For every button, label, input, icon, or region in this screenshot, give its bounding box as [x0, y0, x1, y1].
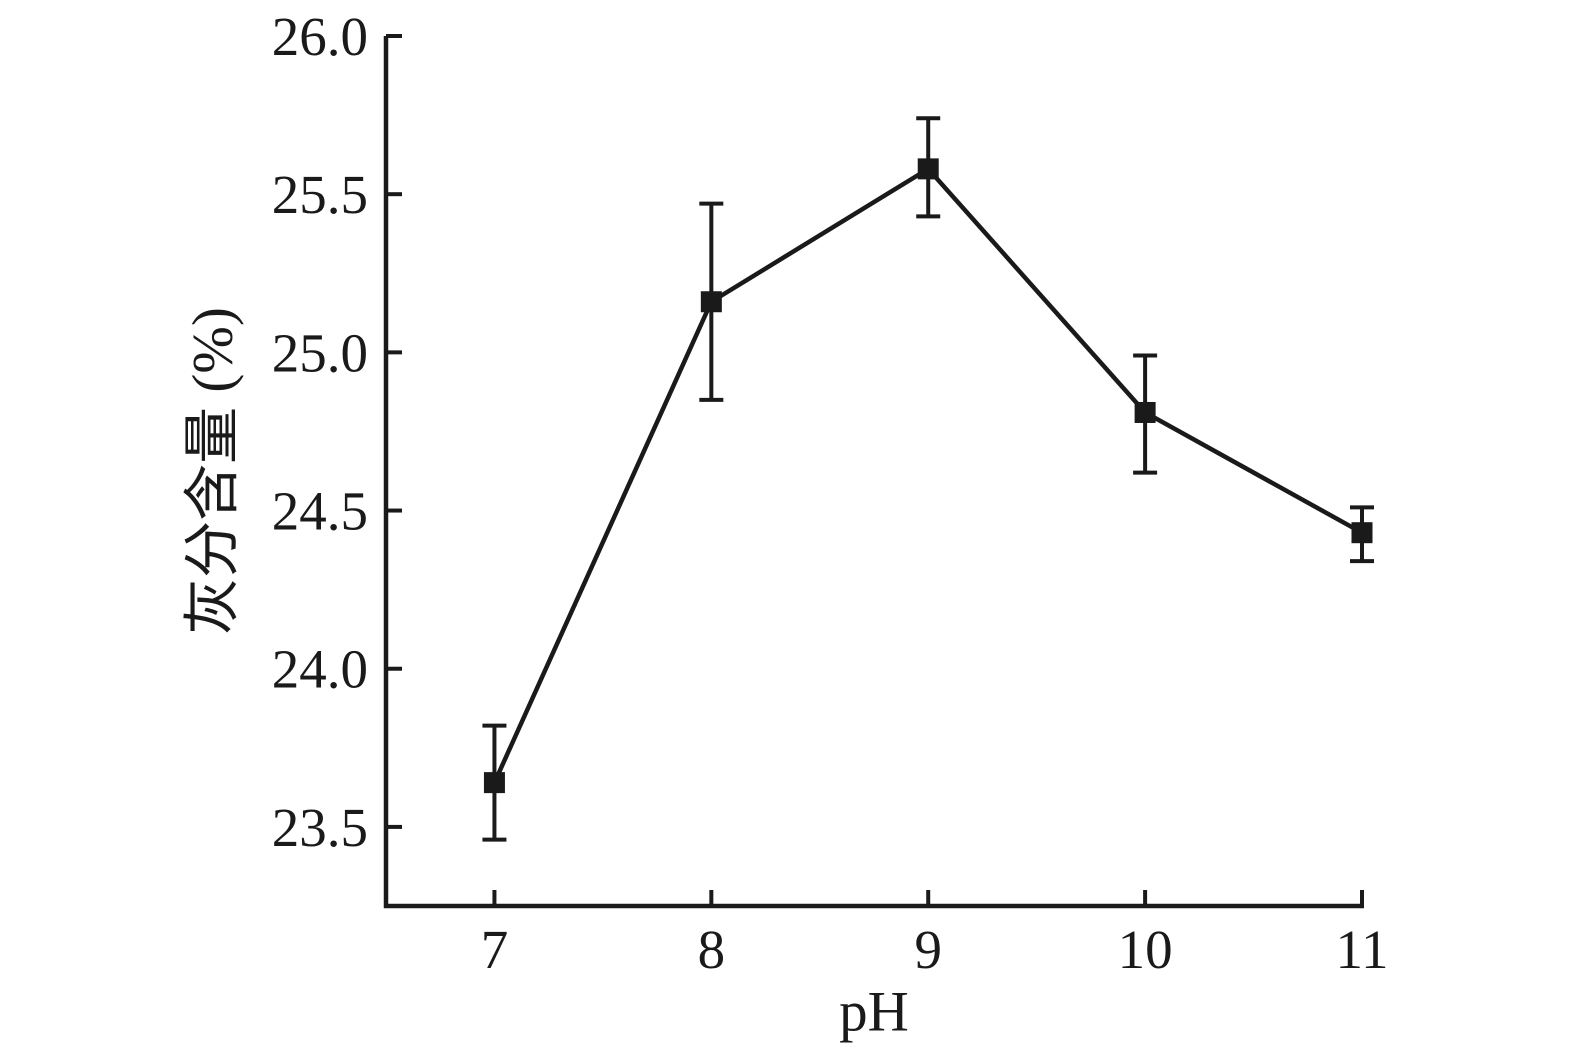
y-tick-label: 25.5 [272, 164, 368, 225]
data-point-marker [917, 158, 939, 180]
y-tick-label: 25.0 [272, 322, 368, 383]
data-point-marker [1351, 522, 1373, 544]
x-tick-label: 7 [481, 919, 509, 980]
y-tick-label: 23.5 [272, 797, 368, 858]
data-point-marker [700, 291, 722, 313]
x-tick-label: 11 [1336, 919, 1389, 980]
x-tick-label: 10 [1118, 919, 1173, 980]
data-point-marker [483, 772, 505, 794]
x-tick-label: 9 [914, 919, 942, 980]
x-axis-title: pH [839, 980, 909, 1044]
data-point-marker [1134, 401, 1156, 423]
y-tick-label: 26.0 [272, 6, 368, 67]
series-line [492, 165, 1364, 784]
y-tick-label: 24.0 [272, 639, 368, 700]
axes-spines [383, 36, 1364, 909]
y-axis-title: 灰分含量 (%) [181, 307, 245, 635]
x-tick-label: 8 [698, 919, 726, 980]
y-tick-label: 24.5 [272, 481, 368, 542]
